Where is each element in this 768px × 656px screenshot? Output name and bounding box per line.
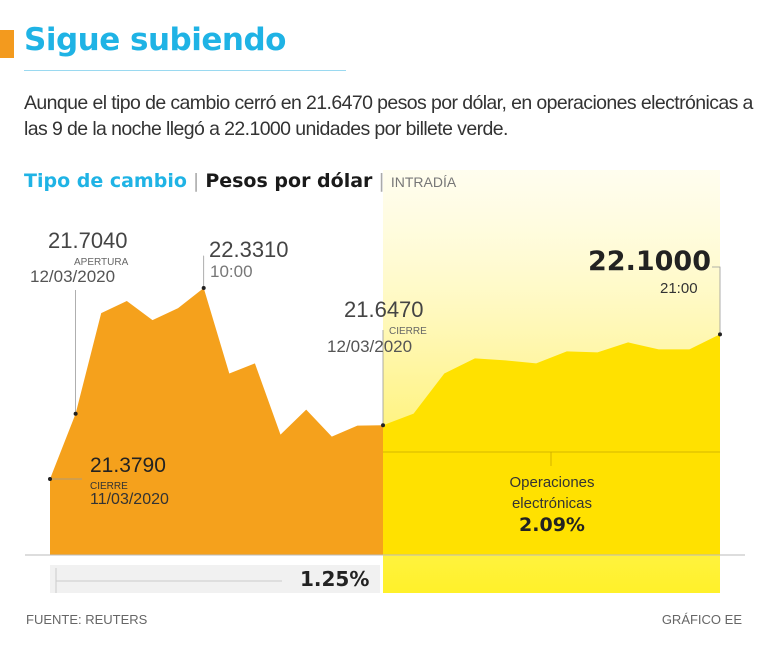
subtitle: Aunque el tipo de cambio cerró en 21.647…	[24, 92, 753, 140]
chart-subtitle: Pesos por dólar	[205, 170, 373, 192]
point-electronic-close	[718, 332, 722, 337]
title-marker	[0, 30, 14, 58]
annotation-open-value: 21.7040	[48, 228, 128, 253]
annotation-high-value: 22.3310	[209, 237, 289, 262]
chart-title: Tipo de cambio	[24, 170, 187, 192]
source-note: FUENTE: REUTERS	[26, 612, 148, 627]
title-divider	[24, 70, 346, 71]
point-open	[73, 411, 78, 416]
annotation-close-value: 21.6470	[344, 297, 424, 322]
electronic-session-area	[383, 334, 720, 555]
credit-note: GRÁFICO EE	[661, 612, 742, 627]
annotation-close-date: 12/03/2020	[327, 337, 413, 356]
annotation-open-label: APERTURA	[74, 257, 129, 268]
annotation-electronic-value: 22.1000	[588, 246, 711, 277]
annotation-prev-close-value: 21.3790	[90, 454, 166, 477]
electronic-change: 2.09%	[519, 514, 585, 536]
point-close	[381, 423, 385, 428]
page-title: Sigue subiendo	[24, 22, 286, 58]
electronic-leader	[712, 266, 721, 335]
regular-change-bar	[50, 565, 380, 593]
electronic-label: Operaciones electrónicas	[509, 474, 595, 512]
regular-change: 1.25%	[300, 567, 370, 591]
annotation-prev-close-label: CIERRE	[90, 481, 128, 492]
annotation-prev-close-date: 11/03/2020	[90, 491, 169, 508]
annotation-high-time: 10:00	[210, 262, 253, 281]
point-prev-close	[48, 476, 52, 481]
chart-header: Tipo de cambio | Pesos por dólar | INTRADÍA	[24, 170, 457, 192]
annotation-close-label: CIERRE	[389, 326, 427, 337]
annotation-open-date: 12/03/2020	[30, 267, 116, 286]
annotation-electronic-time: 21:00	[660, 280, 698, 297]
chart-tag: INTRADÍA	[390, 174, 457, 190]
regular-session-area	[50, 288, 383, 555]
point-high	[201, 286, 206, 290]
